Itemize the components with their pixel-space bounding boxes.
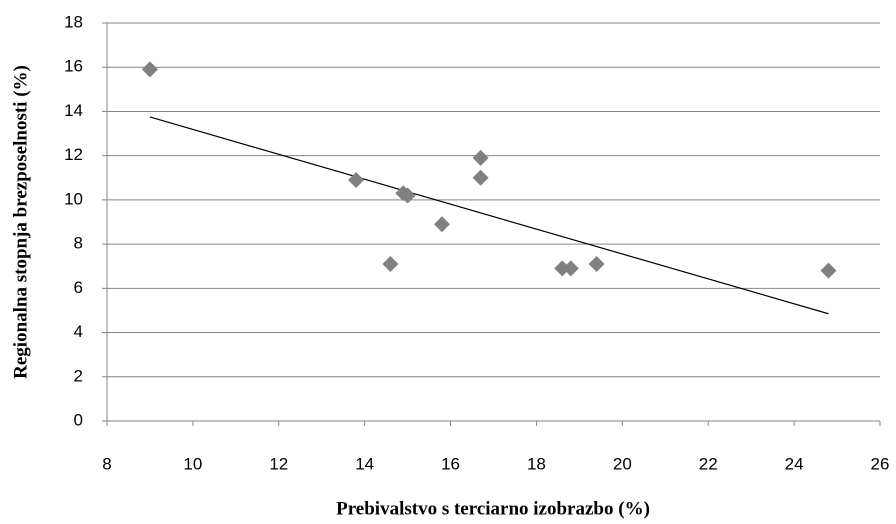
point <box>554 260 571 277</box>
y-tick-label: 14 <box>64 101 83 120</box>
point <box>348 171 365 188</box>
x-tick-label: 14 <box>355 454 374 473</box>
y-tick-label: 2 <box>74 366 83 385</box>
point <box>382 256 399 273</box>
point <box>433 216 450 233</box>
y-tick-label: 8 <box>74 234 83 253</box>
point <box>399 187 416 204</box>
x-tick-label: 16 <box>441 454 460 473</box>
x-tick-label: 10 <box>183 454 202 473</box>
x-tick-label: 24 <box>785 454 804 473</box>
point <box>472 169 489 186</box>
point <box>588 256 605 273</box>
y-tick-label: 16 <box>64 57 83 76</box>
x-tick-label: 22 <box>699 454 718 473</box>
point <box>562 260 579 277</box>
y-tick-label: 6 <box>74 278 83 297</box>
y-tick-label: 4 <box>74 322 83 341</box>
y-tick-label: 0 <box>74 410 83 429</box>
x-tick-label: 18 <box>527 454 546 473</box>
y-tick-label: 10 <box>64 189 83 208</box>
y-tick-label: 12 <box>64 145 83 164</box>
point <box>820 262 837 279</box>
x-axis-title: Prebivalstvo s terciarno izobrazbo (%) <box>336 498 650 519</box>
y-tick-label: 18 <box>64 12 83 31</box>
x-tick-label: 12 <box>269 454 288 473</box>
x-tick-label: 26 <box>871 454 890 473</box>
point <box>472 149 489 166</box>
y-axis-title: Regionalna stopnja brezposelnosti (%) <box>10 65 31 379</box>
x-tick-label: 20 <box>613 454 632 473</box>
trendline <box>149 116 829 315</box>
point <box>141 61 158 78</box>
x-tick-label: 8 <box>102 454 111 473</box>
